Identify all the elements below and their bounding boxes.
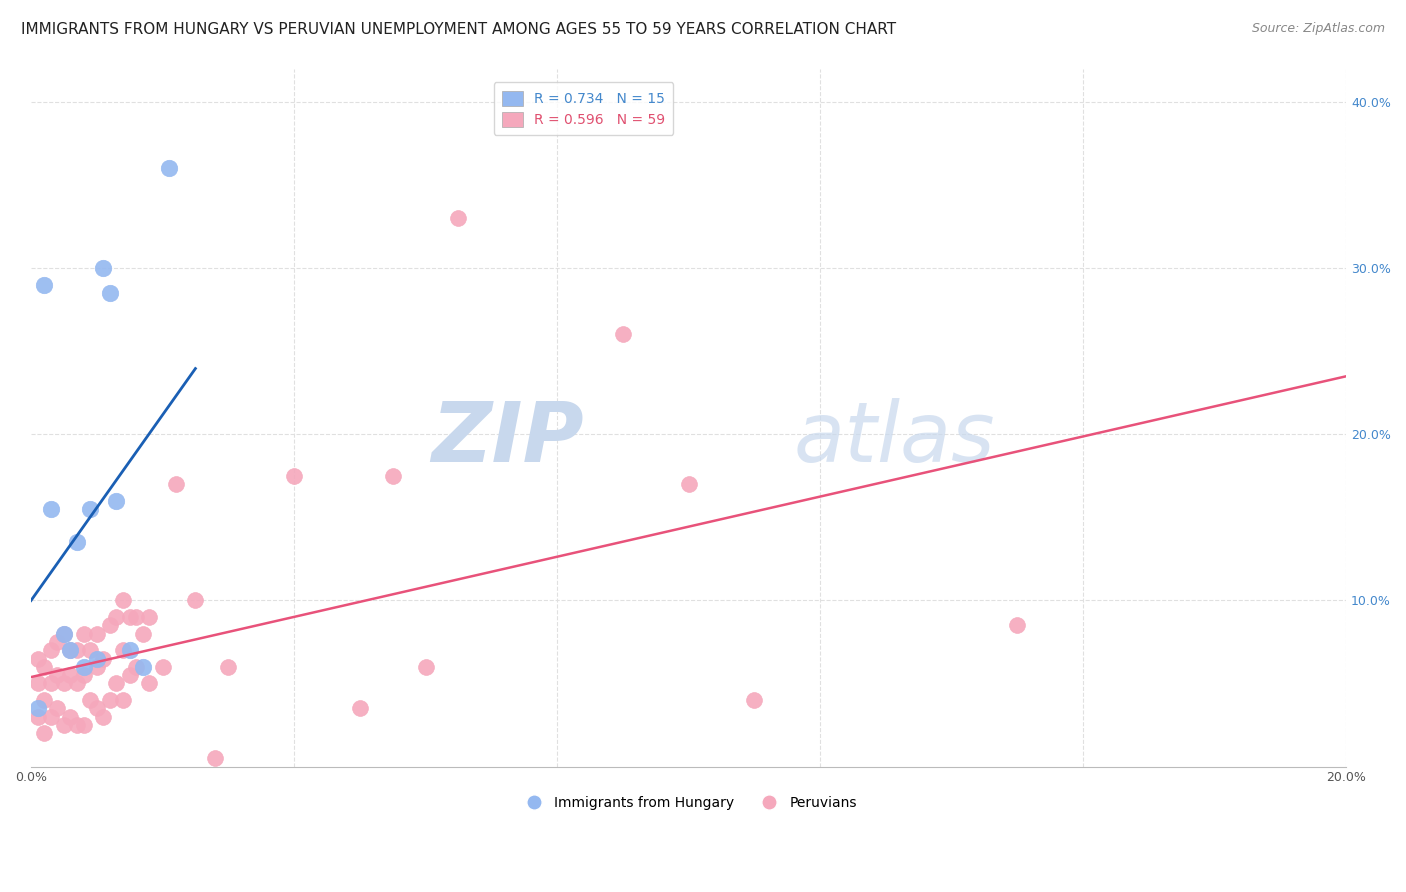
- Point: [32, 277, 55, 292]
- Point: [112, 643, 135, 657]
- Point: [125, 610, 148, 624]
- Point: [66, 535, 89, 549]
- Point: [59, 709, 82, 723]
- Point: [112, 593, 135, 607]
- Point: [27, 651, 49, 665]
- Point: [59, 643, 82, 657]
- Legend: Immigrants from Hungary, Peruvians: Immigrants from Hungary, Peruvians: [515, 790, 863, 815]
- Point: [46, 701, 69, 715]
- Point: [86, 651, 108, 665]
- Point: [79, 643, 101, 657]
- Point: [66, 718, 89, 732]
- Point: [105, 493, 128, 508]
- Point: [118, 643, 141, 657]
- Point: [1007, 618, 1029, 632]
- Point: [678, 477, 700, 491]
- Text: IMMIGRANTS FROM HUNGARY VS PERUVIAN UNEMPLOYMENT AMONG AGES 55 TO 59 YEARS CORRE: IMMIGRANTS FROM HUNGARY VS PERUVIAN UNEM…: [21, 22, 896, 37]
- Point: [86, 701, 108, 715]
- Point: [217, 660, 239, 674]
- Point: [415, 660, 437, 674]
- Point: [184, 593, 207, 607]
- Point: [32, 726, 55, 740]
- Point: [27, 676, 49, 690]
- Point: [46, 635, 69, 649]
- Point: [105, 610, 128, 624]
- Point: [59, 643, 82, 657]
- Point: [27, 709, 49, 723]
- Point: [52, 718, 75, 732]
- Point: [157, 161, 180, 176]
- Point: [98, 618, 121, 632]
- Point: [165, 477, 187, 491]
- Point: [39, 502, 62, 516]
- Text: Source: ZipAtlas.com: Source: ZipAtlas.com: [1251, 22, 1385, 36]
- Point: [283, 468, 305, 483]
- Point: [91, 709, 114, 723]
- Point: [66, 676, 89, 690]
- Point: [46, 668, 69, 682]
- Point: [381, 468, 404, 483]
- Point: [132, 626, 155, 640]
- Point: [91, 651, 114, 665]
- Text: atlas: atlas: [794, 398, 995, 479]
- Point: [138, 610, 160, 624]
- Point: [32, 660, 55, 674]
- Point: [98, 285, 121, 300]
- Text: ZIP: ZIP: [430, 398, 583, 479]
- Point: [447, 211, 470, 226]
- Point: [39, 676, 62, 690]
- Point: [349, 701, 371, 715]
- Point: [72, 626, 94, 640]
- Point: [98, 693, 121, 707]
- Point: [204, 751, 226, 765]
- Point: [91, 260, 114, 275]
- Point: [125, 660, 148, 674]
- Point: [744, 693, 766, 707]
- Point: [72, 718, 94, 732]
- Point: [59, 668, 82, 682]
- Point: [118, 610, 141, 624]
- Point: [39, 709, 62, 723]
- Point: [79, 502, 101, 516]
- Point: [32, 693, 55, 707]
- Point: [152, 660, 174, 674]
- Point: [52, 626, 75, 640]
- Point: [52, 626, 75, 640]
- Point: [112, 693, 135, 707]
- Point: [72, 668, 94, 682]
- Point: [132, 660, 155, 674]
- Point: [79, 693, 101, 707]
- Point: [118, 668, 141, 682]
- Point: [86, 660, 108, 674]
- Point: [612, 327, 634, 342]
- Point: [138, 676, 160, 690]
- Point: [72, 660, 94, 674]
- Point: [52, 676, 75, 690]
- Point: [105, 676, 128, 690]
- Point: [86, 626, 108, 640]
- Point: [27, 701, 49, 715]
- Point: [39, 643, 62, 657]
- Point: [66, 643, 89, 657]
